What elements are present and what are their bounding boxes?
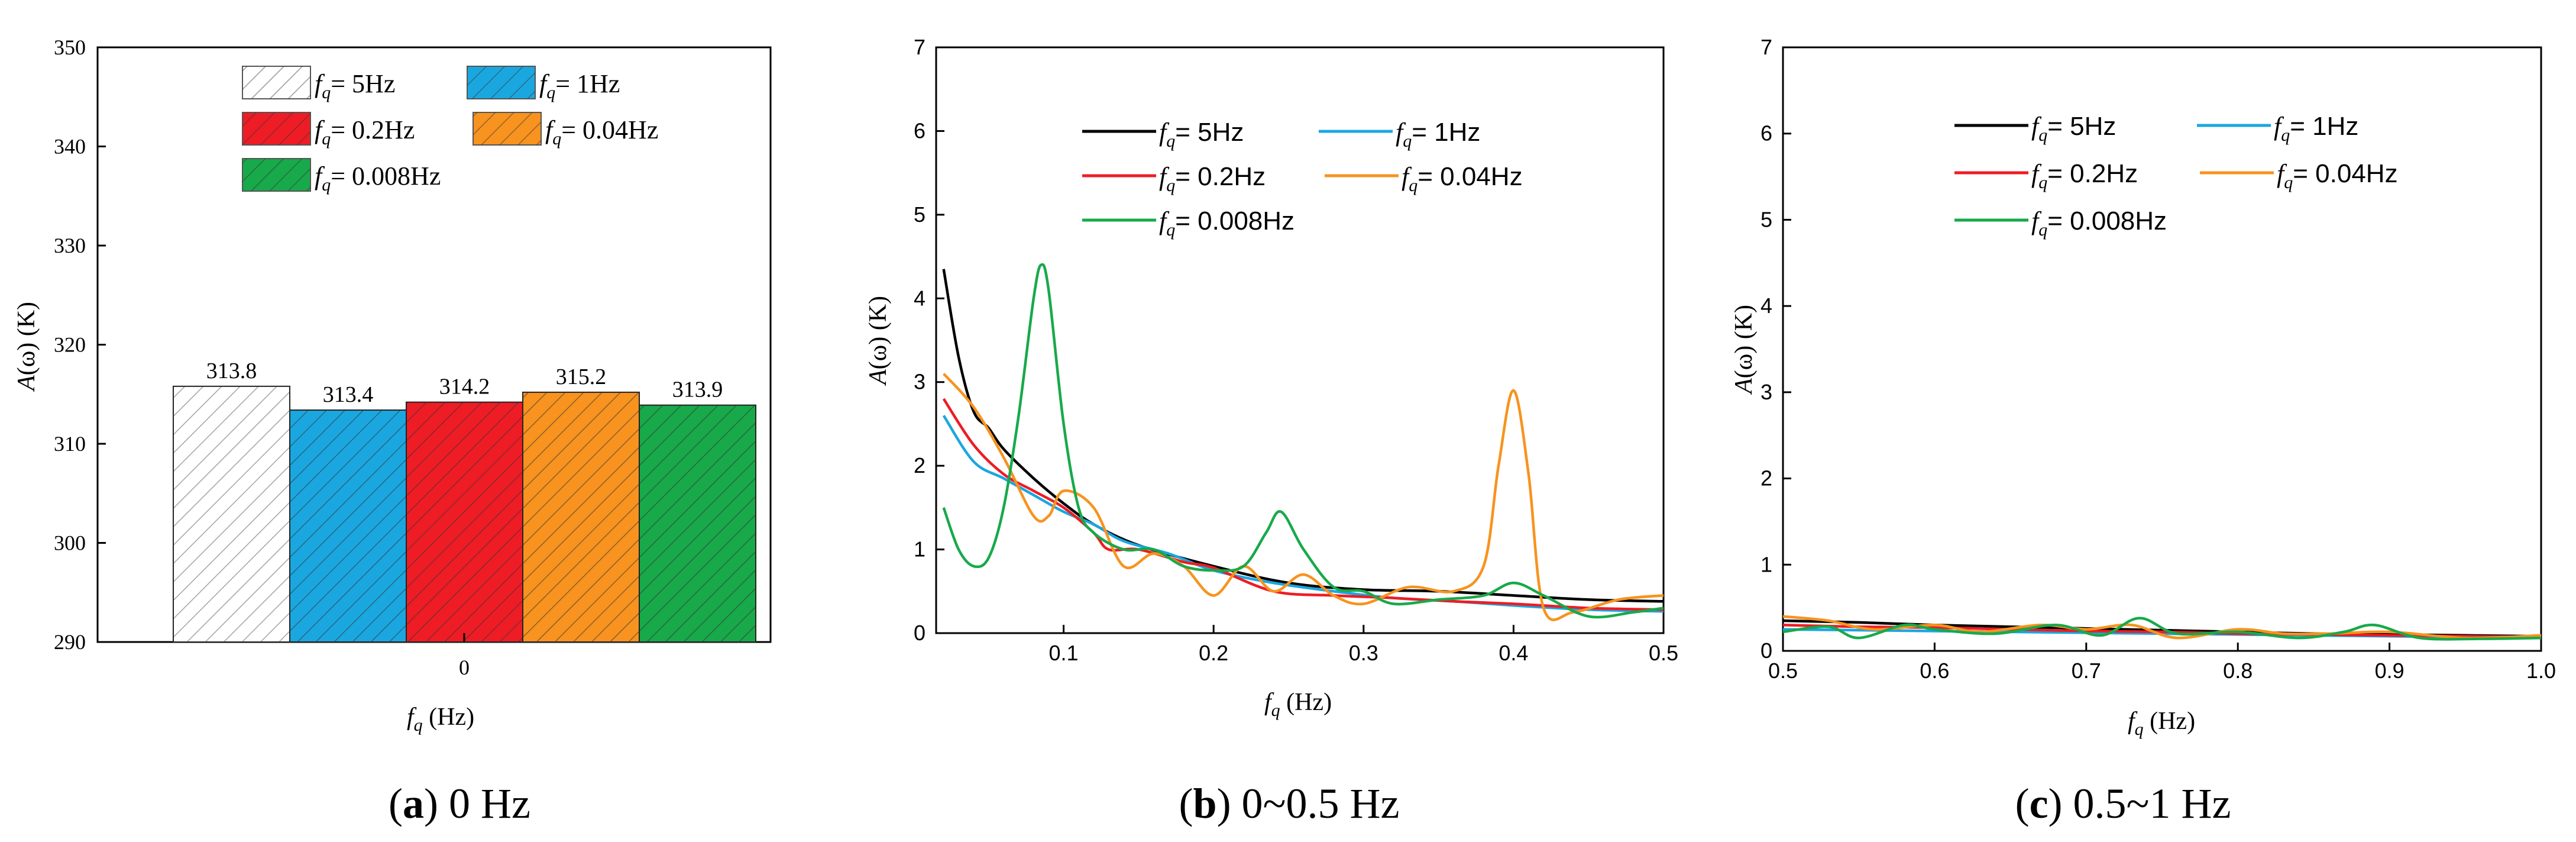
caption-b: (b) 0~0.5 Hz: [1179, 780, 1400, 827]
x-tick-label: 0.1: [1049, 641, 1079, 665]
y-tick-label: 310: [54, 432, 86, 456]
legend-label: fq= 0.008Hz: [2031, 207, 2167, 240]
series-line-0_04Hz: [1782, 615, 2542, 640]
y-tick-label: 1: [914, 537, 925, 562]
x-tick-label: 0: [459, 656, 470, 679]
y-tick-label: 6: [1761, 121, 1772, 146]
bar-value-label: 315.2: [556, 364, 607, 389]
caption-a: (a) 0 Hz: [389, 780, 530, 827]
x-tick-label: 1.0: [2526, 659, 2556, 683]
y-tick-label: 7: [914, 35, 925, 59]
y-tick-label: 0: [914, 621, 925, 645]
legend-label: fq= 5Hz: [315, 69, 395, 102]
y-tick-label: 290: [54, 630, 86, 654]
x-tick-label: 0.2: [1199, 641, 1228, 665]
x-tick-label: 0.4: [1499, 641, 1528, 665]
legend-label: fq= 0.2Hz: [2031, 159, 2138, 192]
bar-hatch: [290, 410, 406, 642]
legend-swatch-hatch: [473, 112, 541, 145]
bar-value-label: 313.8: [206, 359, 257, 383]
legend-label: fq= 0.04Hz: [545, 115, 658, 149]
bar-value-label: 313.9: [672, 378, 723, 402]
plot-frame: [1782, 46, 2542, 652]
x-tick-label: 0.9: [2375, 659, 2405, 683]
x-axis-label: fq (Hz): [407, 704, 474, 735]
bar-value-label: 313.4: [323, 382, 374, 407]
legend-label: fq= 5Hz: [1159, 118, 1244, 151]
legend-label: fq= 0.04Hz: [2277, 159, 2398, 192]
y-tick-label: 0: [1761, 638, 1772, 663]
panel-c-line-chart: 0 1 2 3 4 5 6 7 0.5 0.6 0.7 0.8 0.9 1.0 fq= 5Hz fq= 1H…: [1730, 35, 2556, 827]
y-tick-label: 330: [54, 234, 86, 257]
plot-frame: [935, 46, 1665, 634]
x-tick-label: 0.5: [1768, 659, 1798, 683]
legend-label: fq= 5Hz: [2031, 112, 2116, 145]
y-tick-label: 320: [54, 333, 86, 357]
y-tick-label: 4: [914, 286, 925, 310]
x-tick-label: 0.5: [1649, 641, 1678, 665]
series-line-0_008Hz: [942, 263, 1664, 619]
y-tick-label: 6: [914, 118, 925, 143]
legend-label: fq= 0.2Hz: [315, 115, 415, 149]
legend-label: fq= 0.008Hz: [315, 162, 441, 195]
y-tick-label: 3: [914, 370, 925, 394]
bar-hatch: [173, 386, 290, 642]
y-tick-label: 2: [914, 453, 925, 478]
legend-label: fq= 0.008Hz: [1159, 207, 1295, 240]
legend-label: fq= 0.2Hz: [1159, 162, 1266, 195]
x-tick-label: 0.6: [1920, 659, 1949, 683]
legend-label: fq= 0.04Hz: [1402, 162, 1523, 195]
y-tick-label: 300: [54, 531, 86, 555]
y-tick-label: 5: [914, 202, 925, 227]
y-axis-label: A(ω) (K): [13, 302, 40, 392]
series-line-0_2Hz: [942, 398, 1664, 611]
x-tick-label: 0.7: [2072, 659, 2101, 683]
x-tick-label: 0.8: [2223, 659, 2253, 683]
y-tick-label: 1: [1761, 552, 1772, 576]
legend-label: fq= 1Hz: [2274, 112, 2358, 145]
y-axis-label: A(ω) (K): [1730, 305, 1758, 395]
x-tick-label: 0.3: [1349, 641, 1378, 665]
bar-hatch: [406, 402, 523, 642]
y-tick-label: 350: [54, 36, 86, 59]
x-axis-label: fq (Hz): [2128, 708, 2195, 739]
bar-hatch: [523, 392, 639, 642]
y-tick-label: 4: [1761, 293, 1772, 318]
y-tick-label: 3: [1761, 380, 1772, 404]
y-tick-label: 340: [54, 135, 86, 159]
legend-label: fq= 1Hz: [1396, 118, 1480, 151]
y-tick-label: 5: [1761, 207, 1772, 231]
series-line-0_008Hz: [1782, 617, 2542, 641]
legend-swatch-hatch: [242, 159, 310, 191]
caption-c: (c) 0.5~1 Hz: [2015, 780, 2231, 827]
y-axis-label: A(ω) (K): [865, 296, 892, 386]
legend-swatch-hatch: [467, 66, 535, 99]
series-line-0_04Hz: [943, 373, 1664, 621]
y-tick-label: 2: [1761, 466, 1772, 491]
panel-a-bar-chart: 290 300 310 320 330 340 350 313.8 313.4 314.2 315…: [13, 36, 772, 827]
bar-value-label: 314.2: [439, 375, 490, 399]
y-tick-label: 7: [1761, 35, 1772, 59]
legend-swatch-hatch: [242, 66, 310, 99]
legend-label: fq= 1Hz: [539, 69, 620, 102]
legend-swatch-hatch: [242, 112, 310, 145]
panel-b-line-chart: 0 1 2 3 4 5 6 7 0.1 0.2 0.3 0.4 0.5 fq= 5Hz fq= 1Hz fq…: [865, 35, 1678, 827]
x-axis-label: fq (Hz): [1264, 689, 1332, 720]
bar-hatch: [639, 405, 756, 642]
